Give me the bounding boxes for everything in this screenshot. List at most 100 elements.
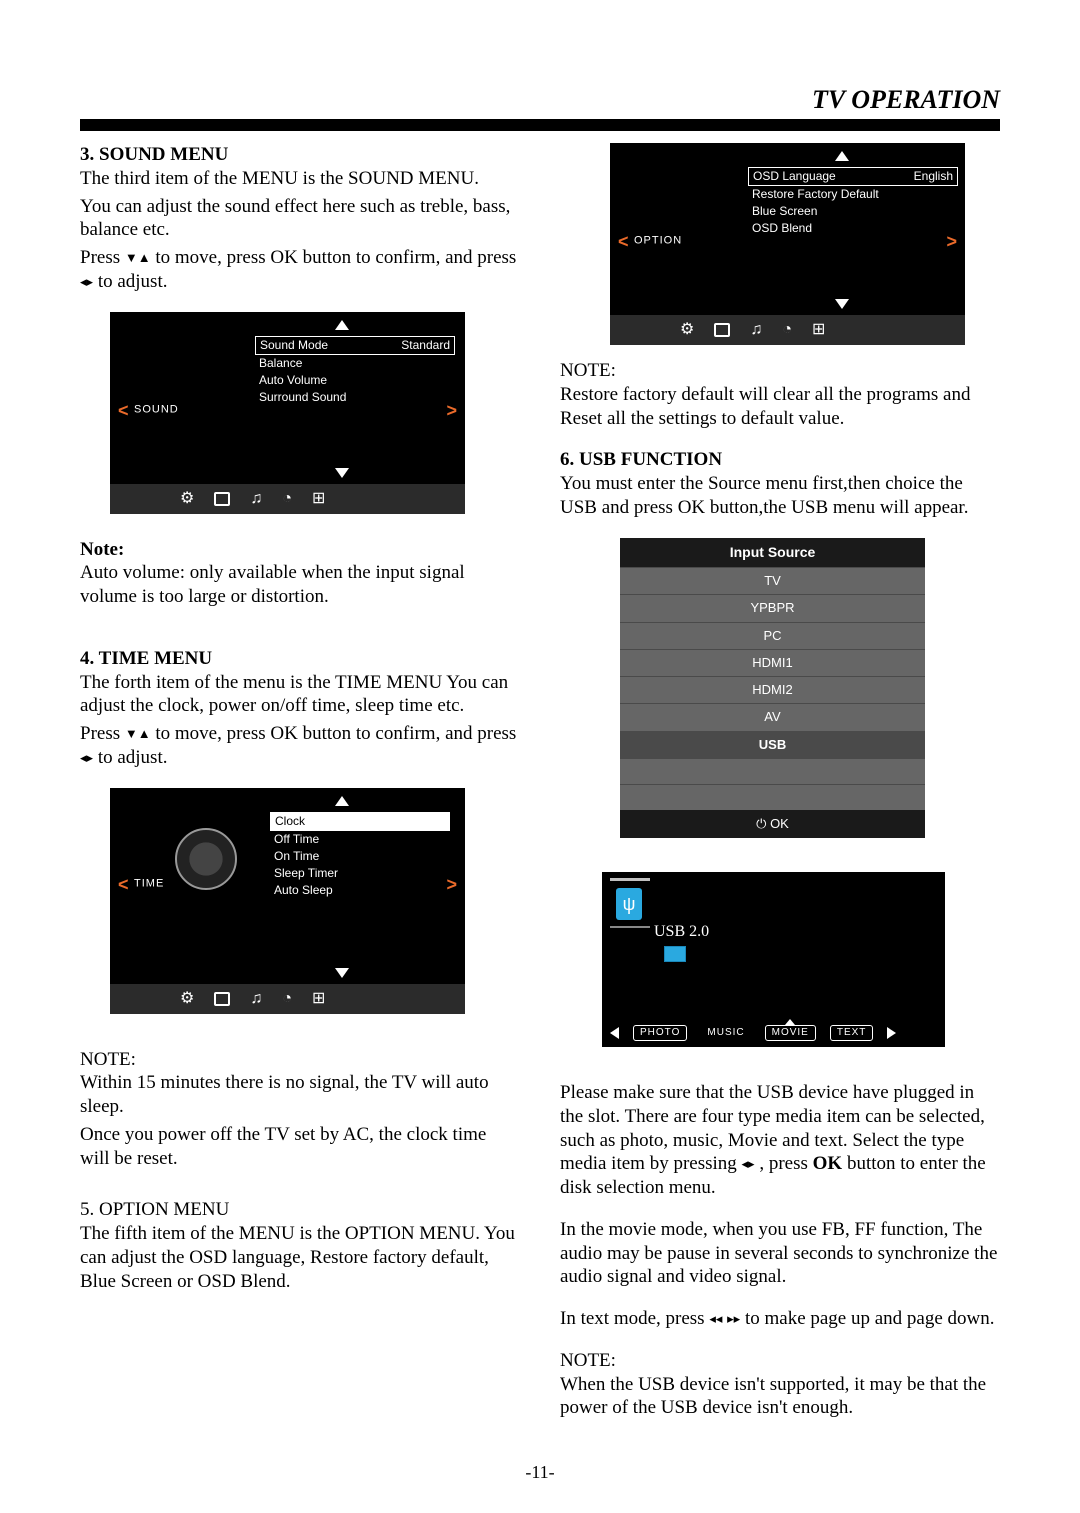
- music-icon[interactable]: ♫: [250, 489, 262, 509]
- grid-icon[interactable]: ⊞: [812, 320, 825, 340]
- usb-category[interactable]: PHOTO: [633, 1025, 687, 1042]
- sound-menu-content: Sound Mode Standard Balance Auto Volume …: [255, 336, 455, 406]
- menu-row-label: Surround Sound: [259, 390, 346, 405]
- arrow-left-icon[interactable]: <: [618, 231, 629, 254]
- source-row[interactable]: TV: [620, 567, 925, 594]
- arrows-leftright-icon: ◂▸: [80, 274, 93, 289]
- menu-row-label: Balance: [259, 356, 302, 371]
- time-p2: Press ▼▲ to move, press OK button to con…: [80, 722, 520, 770]
- source-row[interactable]: YPBPR: [620, 594, 925, 621]
- arrows-updown-icon: ▼▲: [125, 726, 151, 741]
- menu-row[interactable]: Auto Volume: [255, 372, 455, 389]
- source-row[interactable]: PC: [620, 622, 925, 649]
- sound-p3: Press ▼▲ to move, press OK button to con…: [80, 246, 520, 294]
- menu-row[interactable]: Sleep Timer: [270, 865, 450, 882]
- time-title: 4. TIME MENU: [80, 647, 520, 671]
- arrow-up-icon[interactable]: [835, 151, 849, 161]
- monitor-icon[interactable]: [214, 992, 230, 1006]
- time-note-title: NOTE:: [80, 1048, 520, 1072]
- arrow-right-icon[interactable]: [887, 1027, 896, 1039]
- menu-row[interactable]: Restore Factory Default: [748, 186, 958, 203]
- menu-row[interactable]: OSD Blend: [748, 220, 958, 237]
- option-menu-content: OSD Language English Restore Factory Def…: [748, 167, 958, 237]
- monitor-icon[interactable]: [714, 323, 730, 337]
- time-menu-content: Clock Off Time On Time Sleep Timer Auto …: [270, 812, 450, 899]
- page-header-title: TV OPERATION: [80, 85, 1000, 119]
- arrow-down-icon[interactable]: [335, 468, 349, 478]
- menu-bottom-icons: ⚙ ♫ ◔ ⊞: [110, 984, 465, 1014]
- sound-p3b: to move, press OK button to confirm, and…: [151, 247, 517, 268]
- music-icon[interactable]: ♫: [250, 989, 262, 1009]
- time-menu-panel: < > TIME Clock Off Time On Time Sleep Ti…: [110, 788, 465, 1014]
- gear-icon[interactable]: ⚙: [180, 989, 194, 1009]
- monitor-icon[interactable]: [214, 492, 230, 506]
- time-menu-label: TIME: [134, 877, 164, 891]
- source-row[interactable]: HDMI2: [620, 676, 925, 703]
- clock-icon[interactable]: ◔: [782, 320, 792, 340]
- menu-row-label: Sound Mode: [260, 338, 328, 353]
- clock-icon[interactable]: ◔: [282, 989, 292, 1009]
- menu-row[interactable]: Surround Sound: [255, 389, 455, 406]
- menu-row[interactable]: Balance: [255, 355, 455, 372]
- menu-row-value: English: [914, 169, 953, 184]
- menu-row[interactable]: Clock: [270, 812, 450, 831]
- source-row-selected[interactable]: USB: [620, 731, 925, 758]
- time-note1: Within 15 minutes there is no signal, th…: [80, 1071, 520, 1119]
- time-note2: Once you power off the TV set by AC, the…: [80, 1123, 520, 1171]
- usb-p4b: to make page up and page down.: [740, 1308, 994, 1329]
- source-row[interactable]: AV: [620, 703, 925, 730]
- arrow-left-icon[interactable]: [610, 1027, 619, 1039]
- gear-icon[interactable]: ⚙: [180, 489, 194, 509]
- time-p2c: to adjust.: [93, 747, 167, 768]
- sound-p3a: Press: [80, 247, 125, 268]
- grid-icon[interactable]: ⊞: [312, 989, 325, 1009]
- menu-row-label: Clock: [275, 814, 305, 829]
- menu-row[interactable]: Blue Screen: [748, 203, 958, 220]
- usb-note: When the USB device isn't supported, it …: [560, 1373, 1000, 1421]
- usb-category[interactable]: TEXT: [830, 1025, 874, 1042]
- time-p2b: to move, press OK button to confirm, and…: [151, 723, 517, 744]
- menu-row[interactable]: Auto Sleep: [270, 882, 450, 899]
- menu-row[interactable]: Off Time: [270, 831, 450, 848]
- usb-p3: In the movie mode, when you use FB, FF f…: [560, 1218, 1000, 1289]
- option-note-title: NOTE:: [560, 359, 1000, 383]
- rewind-icon: ◂◂: [709, 1311, 722, 1326]
- music-icon[interactable]: ♫: [750, 320, 762, 340]
- arrow-down-icon[interactable]: [835, 299, 849, 309]
- arrow-up-icon[interactable]: [335, 796, 349, 806]
- usb-category-selected[interactable]: MOVIE: [765, 1025, 816, 1042]
- arrow-left-icon[interactable]: <: [118, 399, 129, 422]
- menu-row-label: Auto Volume: [259, 373, 327, 388]
- menu-row-label: Restore Factory Default: [752, 187, 879, 202]
- usb-p2c: OK: [813, 1153, 843, 1174]
- arrow-up-icon[interactable]: [335, 320, 349, 330]
- arrow-down-icon[interactable]: [335, 968, 349, 978]
- usb-p4: In text mode, press ◂◂ ▸▸ to make page u…: [560, 1307, 1000, 1331]
- arrows-leftright-icon: ◂▸: [80, 750, 93, 765]
- menu-row[interactable]: On Time: [270, 848, 450, 865]
- menu-row-label: On Time: [274, 849, 319, 864]
- usb-device-icon[interactable]: [664, 946, 686, 962]
- arrow-left-icon[interactable]: <: [118, 873, 129, 896]
- sound-menu-panel: < > SOUND Sound Mode Standard Balance Au…: [110, 312, 465, 514]
- usb-category[interactable]: MUSIC: [701, 1026, 750, 1041]
- sound-p3c: to adjust.: [93, 271, 167, 292]
- sound-title: 3. SOUND MENU: [80, 143, 520, 167]
- menu-row[interactable]: OSD Language English: [748, 167, 958, 186]
- selection-marker-icon: [785, 1019, 795, 1025]
- arrows-leftright-icon: ◂▸: [742, 1156, 755, 1171]
- menu-row-label: Auto Sleep: [274, 883, 333, 898]
- sound-note: Auto volume: only available when the inp…: [80, 561, 520, 609]
- clock-icon[interactable]: ◔: [282, 489, 292, 509]
- source-row[interactable]: HDMI1: [620, 649, 925, 676]
- grid-icon[interactable]: ⊞: [312, 489, 325, 509]
- menu-bottom-icons: ⚙ ♫ ◔ ⊞: [110, 484, 465, 514]
- clock-dial-icon: [175, 828, 237, 890]
- gear-icon[interactable]: ⚙: [680, 320, 694, 340]
- input-source-footer[interactable]: ⏻ OK: [620, 810, 925, 838]
- menu-row[interactable]: Sound Mode Standard: [255, 336, 455, 355]
- usb-p1: You must enter the Source menu first,the…: [560, 472, 1000, 520]
- content-columns: 3. SOUND MENU The third item of the MENU…: [80, 143, 1000, 1424]
- usb-browser-panel: ψ USB 2.0 PHOTO MUSIC MOVIE TEXT: [602, 872, 945, 1047]
- right-column: < > OPTION OSD Language English Restore …: [560, 143, 1000, 1424]
